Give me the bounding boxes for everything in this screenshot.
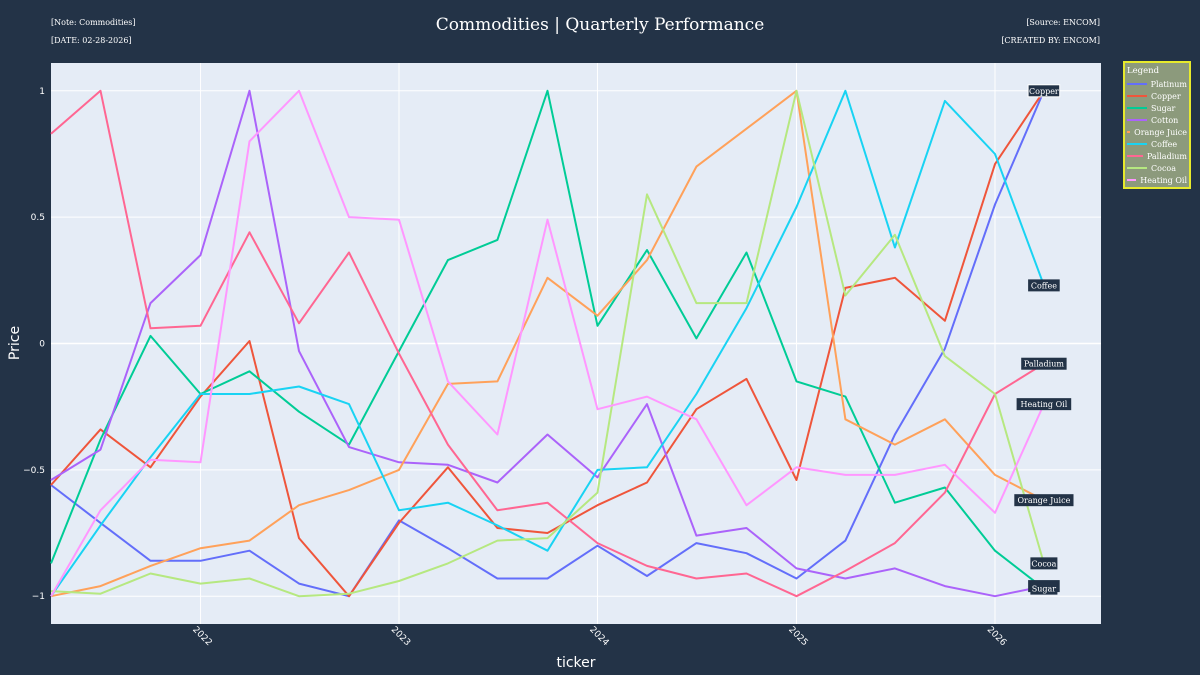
y-tick-label: 1 [39,87,45,97]
legend-item-coffee[interactable]: Coffee [1127,138,1187,150]
legend-swatch [1127,179,1137,181]
y-tick-label: −0.5 [23,466,45,476]
end-label-text: Coffee [1031,281,1057,290]
legend-item-copper[interactable]: Copper [1127,90,1187,102]
end-label-cocoa: Cocoa [1030,557,1058,570]
end-label-palladium: Palladium [1021,357,1067,370]
x-axis-label: ticker [556,655,595,671]
end-label-text: Heating Oil [1021,400,1068,409]
legend-label: Palladium [1146,151,1187,161]
end-label-sugar: Sugar [1030,582,1058,595]
legend-label: Cotton [1151,115,1179,125]
y-tick-label: 0.5 [31,213,45,223]
legend-label: Cocoa [1151,163,1177,173]
legend-label: Coffee [1151,139,1178,149]
legend-label: Heating Oil [1140,175,1187,185]
legend-label: Sugar [1151,103,1176,113]
legend-label: Orange Juice [1134,127,1187,137]
legend-swatch [1127,83,1147,85]
end-label-orange-juice: Orange Juice [1014,494,1074,507]
grid-lines [51,63,1101,624]
y-axis-label: Price [7,326,23,360]
series-line-copper [50,90,1045,598]
end-label-box [1016,398,1072,411]
legend-swatch [1127,107,1147,109]
legend-item-platinum[interactable]: Platinum [1127,78,1187,90]
chart-title: Commodities | Quarterly Performance [435,15,765,35]
end-label-box [1028,279,1060,292]
legend-label: Copper [1151,91,1181,101]
date-label: [DATE: 02-28-2026] [51,36,132,45]
y-tick-label: −1 [32,592,45,602]
legend-item-palladium[interactable]: Palladium [1127,150,1187,162]
source-label: [Source: ENCOM] [1026,18,1100,27]
end-label-copper: Copper [1027,84,1061,98]
legend-item-orange-juice[interactable]: Orange Juice [1127,126,1187,138]
end-label-box [1027,84,1061,98]
x-tick-label: 2026 [985,625,1008,648]
x-tick-label: 2022 [190,625,213,648]
legend-item-sugar[interactable]: Sugar [1127,102,1187,114]
x-tick-label: 2024 [587,625,610,648]
end-label-text: Palladium [1024,360,1065,369]
end-label-heating-oil: Heating Oil [1016,398,1072,411]
end-label-text: Cocoa [1031,559,1056,568]
x-tick-label: 2023 [389,625,412,648]
legend-item-cotton[interactable]: Cotton [1127,114,1187,126]
legend-label: Platinum [1150,79,1187,89]
end-label-text: Copper [1029,87,1059,96]
end-label-text: Sugar [1032,585,1057,594]
legend-title: Legend [1127,66,1160,76]
series-lines [50,89,1045,598]
legend: Legend Platinum Copper Sugar Cotton Orange J… [1123,61,1191,189]
note-label: [Note: Commodities] [51,18,136,27]
legend-swatch [1127,131,1131,133]
end-label-coffee: Coffee [1028,279,1060,292]
legend-swatch [1127,155,1143,157]
series-line-orange-juice [50,89,1045,598]
legend-swatch [1127,95,1147,97]
x-tick-label: 2025 [786,625,809,648]
series-line-cotton [50,89,1045,598]
created-by-label: [CREATED BY: ENCOM] [1001,36,1100,45]
y-tick-label: 0 [39,340,45,350]
end-labels: Copper Coffee Palladium Heating Oil Orange J… [1014,84,1074,595]
series-line-palladium [50,89,1045,598]
series-line-coffee [50,89,1045,597]
series-line-sugar [50,89,1045,590]
legend-swatch [1127,119,1147,121]
legend-swatch [1127,167,1147,169]
legend-item-heating-oil[interactable]: Heating Oil [1127,174,1187,186]
series-line-cocoa [50,89,1045,598]
legend-swatch [1127,143,1147,145]
end-label-box [1021,357,1067,370]
series-line-platinum [50,90,1045,598]
series-line-heating-oil [50,89,1045,597]
end-label-box [1030,582,1058,595]
legend-item-cocoa[interactable]: Cocoa [1127,162,1187,174]
end-label-box [1014,494,1074,507]
end-label-box [1030,557,1058,570]
end-label-text: Orange Juice [1017,496,1070,505]
